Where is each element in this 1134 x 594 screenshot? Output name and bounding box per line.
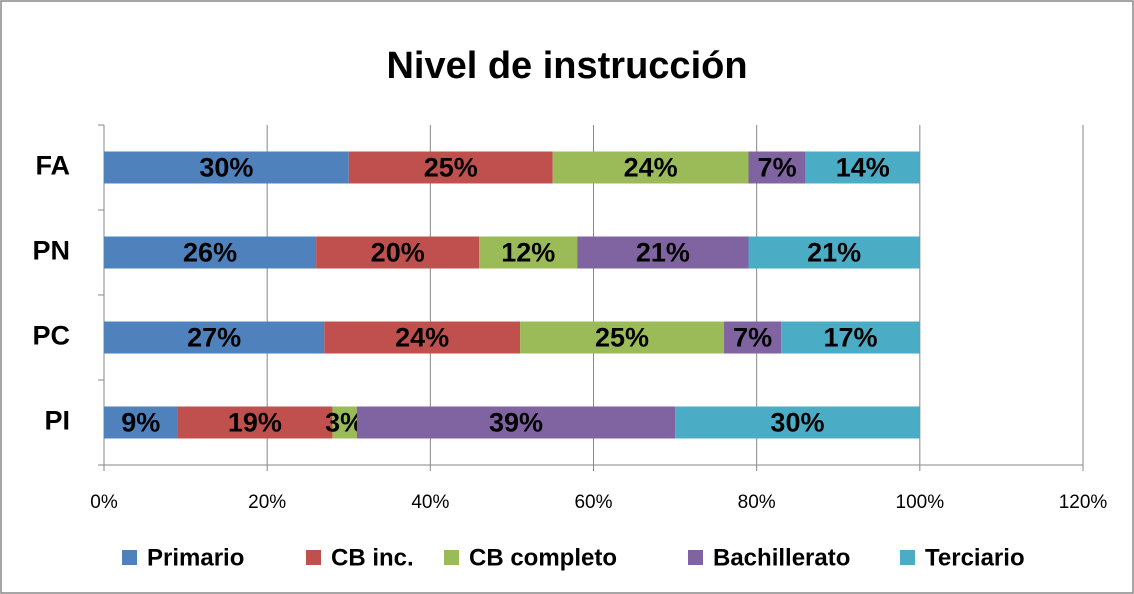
bar-segment [348, 151, 553, 184]
data-label: 26% [183, 238, 237, 268]
legend-label: Primario [147, 544, 244, 571]
bar-segment [316, 236, 480, 269]
x-tick-label: 60% [574, 492, 612, 513]
chart-title: Nivel de instrucción [386, 45, 747, 87]
data-label: 21% [636, 238, 690, 268]
data-label: 30% [199, 153, 253, 183]
legend-swatch [900, 550, 915, 565]
bar-segment [104, 151, 349, 184]
y-tick-label: PI [44, 406, 70, 436]
legend-label: CB inc. [331, 544, 414, 571]
legend-swatch [688, 550, 703, 565]
bar-segment [356, 406, 676, 439]
bar-segment [104, 321, 325, 354]
y-tick-label: FA [35, 151, 70, 181]
bar-segment [479, 236, 578, 269]
data-label: 9% [121, 408, 160, 438]
legend-label: Terciario [925, 544, 1025, 571]
y-tick-label: PC [32, 321, 70, 351]
x-tick-label: 120% [1059, 492, 1108, 513]
data-label: 30% [770, 408, 824, 438]
legend-label: CB completo [469, 544, 617, 571]
bar-segment [520, 321, 725, 354]
bar-segment [177, 406, 333, 439]
data-label: 27% [187, 323, 241, 353]
x-tick-label: 80% [738, 492, 776, 513]
data-label: 14% [836, 153, 890, 183]
legend-swatch [122, 550, 137, 565]
legend-swatch [306, 550, 321, 565]
y-tick-label: PN [32, 236, 70, 266]
x-tick-label: 0% [90, 492, 118, 513]
bar-segment [104, 236, 317, 269]
bar-segment [577, 236, 749, 269]
data-label: 39% [489, 408, 543, 438]
data-label: 24% [624, 153, 678, 183]
x-tick-label: 40% [411, 492, 449, 513]
bar-segment [675, 406, 920, 439]
data-label: 17% [823, 323, 877, 353]
x-tick-label: 20% [248, 492, 286, 513]
data-label: 7% [758, 153, 797, 183]
bar-segment [805, 151, 920, 184]
x-tick-label: 100% [896, 492, 945, 513]
data-label: 12% [501, 238, 555, 268]
bar-segment [724, 321, 782, 354]
bar-segment [552, 151, 749, 184]
bar-segment [332, 406, 357, 439]
bar-segment [748, 151, 806, 184]
data-label: 25% [595, 323, 649, 353]
bar-segment [324, 321, 521, 354]
legend-swatch [444, 550, 459, 565]
data-label: 7% [733, 323, 772, 353]
data-label: 25% [424, 153, 478, 183]
data-label: 19% [228, 408, 282, 438]
bar-segment [104, 406, 178, 439]
data-label: 21% [807, 238, 861, 268]
data-label: 24% [395, 323, 449, 353]
data-label: 20% [371, 238, 425, 268]
legend-label: Bachillerato [713, 544, 850, 571]
bar-segment [748, 236, 920, 269]
bar-segment [781, 321, 920, 354]
